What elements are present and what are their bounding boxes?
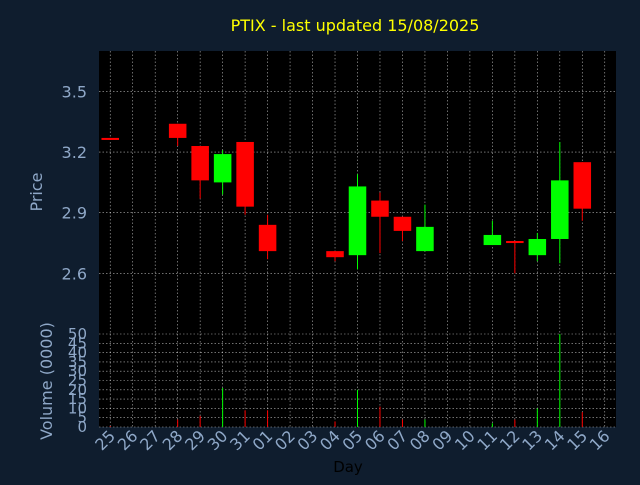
- price-axis-label: Price: [27, 172, 46, 211]
- volume-tick-label: 0: [77, 418, 87, 436]
- volume-axis-label: Volume (0000): [37, 322, 56, 440]
- candle-body: [483, 234, 502, 246]
- candle-body: [326, 251, 344, 258]
- candle-body: [551, 180, 569, 239]
- price-tick-label: 3.5: [62, 82, 87, 101]
- price-panel: 2.6 2.9 3.2 3.5: [62, 51, 616, 334]
- price-tick-label: 2.9: [62, 204, 87, 223]
- volume-tick-label: 15: [68, 390, 87, 408]
- volume-tick-label: 25: [68, 372, 87, 390]
- x-axis-label: Day: [333, 458, 363, 476]
- candle-body: [258, 224, 277, 252]
- candle-body: [393, 216, 412, 231]
- candle-body: [348, 186, 367, 256]
- volume-tick-label: 50: [68, 325, 87, 343]
- price-tick-label: 2.6: [62, 264, 87, 283]
- volume-tick-label: 35: [68, 353, 87, 371]
- candle-body: [528, 238, 547, 256]
- candle-body: [236, 141, 254, 207]
- candle-body: [371, 200, 389, 217]
- price-tick-label: 3.2: [62, 143, 87, 162]
- candle-body: [506, 241, 524, 244]
- candle-body: [416, 226, 434, 252]
- candle-body: [101, 137, 120, 140]
- candle-body: [168, 123, 187, 138]
- candle-body: [213, 154, 232, 183]
- x-axis: 2526272829303101020304050607080910111213…: [91, 426, 613, 454]
- chart-title: PTIX - last updated 15/08/2025: [231, 16, 480, 35]
- volume-tick-label: 5: [77, 409, 87, 427]
- volume-tick-label: 45: [68, 334, 87, 352]
- volume-tick-label: 20: [68, 381, 87, 399]
- x-tick-label: 16: [586, 426, 614, 454]
- volume-tick-label: 30: [68, 362, 87, 380]
- volume-tick-label: 40: [68, 344, 87, 362]
- volume-tick-label: 10: [68, 399, 87, 417]
- candle-body: [191, 146, 209, 181]
- candle-body: [573, 162, 592, 209]
